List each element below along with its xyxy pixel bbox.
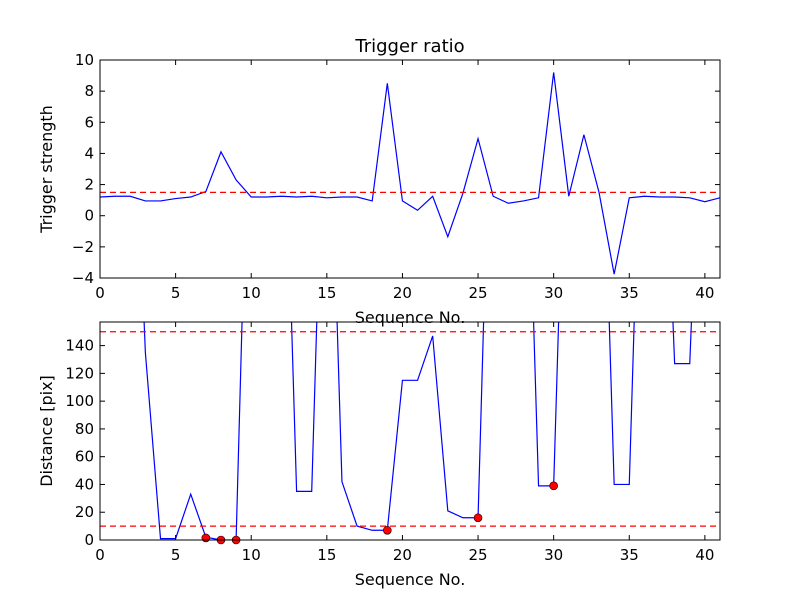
y-tick-label: 60 [75, 448, 94, 466]
y-axis-label: Distance [pix] [37, 375, 56, 487]
x-axis-label: Sequence No. [355, 570, 466, 589]
y-tick-label: 8 [84, 82, 94, 100]
y-axis-label: Trigger strength [37, 105, 56, 234]
x-tick-label: 20 [393, 284, 412, 302]
marker-point [383, 525, 392, 535]
x-tick-label: 15 [317, 284, 336, 302]
x-tick-label: 30 [544, 284, 563, 302]
marker-point [473, 513, 483, 523]
x-tick-label: 35 [620, 284, 639, 302]
y-tick-label: 80 [75, 420, 94, 438]
marker-point [201, 533, 211, 543]
x-tick-label: 40 [695, 546, 714, 564]
x-tick-label: 5 [171, 546, 181, 564]
y-tick-label: 0 [84, 207, 94, 225]
series-line-1 [100, 72, 720, 275]
x-tick-label: 5 [171, 284, 181, 302]
x-tick-label: 40 [695, 284, 714, 302]
x-tick-label: 30 [544, 546, 563, 564]
y-tick-label: 0 [84, 531, 94, 549]
y-tick-label: 10 [75, 51, 94, 69]
y-tick-label: −2 [72, 238, 94, 256]
marker-point [549, 481, 558, 491]
x-tick-label: 35 [620, 546, 639, 564]
y-tick-label: 100 [65, 392, 94, 410]
y-tick-label: 20 [75, 503, 94, 521]
x-tick-label: 25 [469, 284, 488, 302]
chart-panel-1: Trigger ratio 0 5 10 15 20 25 30 35 40 −4 −2 0 2 4 6 8 10… [37, 36, 721, 327]
x-tick-label: 25 [469, 546, 488, 564]
y-tick-label: −4 [72, 269, 94, 287]
series-line-1 [143, 322, 693, 540]
y-tick-label: 4 [84, 144, 94, 162]
x-tick-label: 0 [95, 546, 105, 564]
y-tick-label: 140 [65, 337, 94, 355]
x-axis-label: Sequence No. [355, 308, 466, 327]
y-tick-label: 2 [84, 176, 94, 194]
chart-title: Trigger ratio [354, 36, 464, 57]
plot-area [100, 322, 720, 540]
plot-area [100, 72, 720, 275]
x-tick-label: 10 [242, 284, 261, 302]
chart-panel-2: 0 5 10 15 20 25 30 35 40 0 20 40 60 80 100 120 140 Sequen… [37, 321, 721, 589]
y-tick-label: 40 [75, 475, 94, 493]
axes-frame [99, 321, 721, 541]
x-tick-label: 20 [393, 546, 412, 564]
x-tick-label: 10 [242, 546, 261, 564]
x-tick-label: 0 [95, 284, 105, 302]
y-tick-label: 6 [84, 113, 94, 131]
axes-frame [99, 59, 721, 279]
y-tick-label: 120 [65, 364, 94, 382]
x-tick-label: 15 [317, 546, 336, 564]
